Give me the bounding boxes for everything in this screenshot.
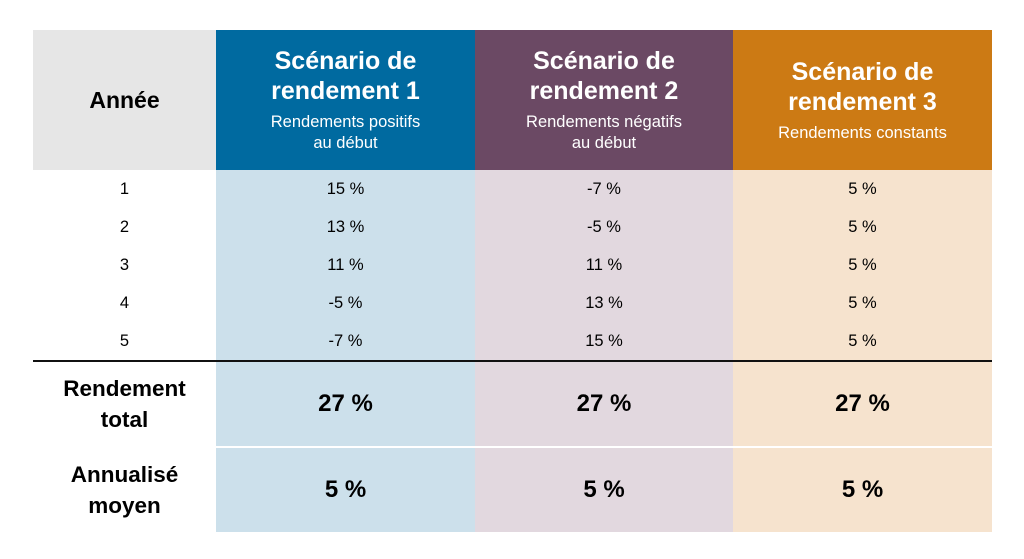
total-return-label-line-2: total [100, 407, 149, 432]
annualized-average-label-line-2: moyen [88, 493, 161, 518]
header-scenario-3: Scénario de rendement 3 Rendements const… [733, 30, 992, 170]
value-cell: 11 % [475, 246, 733, 284]
header-scenario-2-title: Scénario de rendement 2 [530, 46, 679, 106]
year-cell: 5 [119, 331, 130, 350]
total-return-label: Rendement total [33, 360, 216, 446]
header-scenario-2-title-line-2: rendement 2 [529, 77, 679, 105]
header-scenario-1-title-line-2: rendement 1 [271, 77, 420, 105]
value-cell: 15 % [475, 322, 733, 360]
annualized-average-label-line-1: Annualisé [70, 462, 179, 487]
header-scenario-1: Scénario de rendement 1 Rendements posit… [216, 30, 475, 170]
header-scenario-3-subtitle-line-1: Rendements constants [778, 123, 947, 142]
value-cell: 5 % [733, 170, 992, 208]
total-return-value: 27 % [475, 360, 733, 446]
value-cell: 5 % [733, 284, 992, 322]
total-return-value: 27 % [216, 360, 475, 446]
header-scenario-3-subtitle: Rendements constants [778, 123, 947, 144]
year-cell: 3 [119, 255, 130, 274]
header-scenario-3-title: Scénario de rendement 3 [788, 57, 937, 117]
header-scenario-1-subtitle-line-1: Rendements positifs [270, 113, 421, 131]
annualized-average-label: Annualisé moyen [33, 446, 216, 532]
annualized-average-value: 5 % [733, 446, 992, 532]
value-cell: 13 % [475, 284, 733, 322]
value-cell: 5 % [733, 208, 992, 246]
value-cell: -7 % [216, 322, 475, 360]
year-cell: 1 [119, 179, 130, 198]
total-return-value: 27 % [733, 360, 992, 446]
annualized-average-value: 5 % [216, 446, 475, 532]
value-cell: 15 % [216, 170, 475, 208]
header-scenario-2-subtitle-line-1: Rendements négatifs [526, 113, 682, 131]
value-cell: 5 % [733, 246, 992, 284]
header-scenario-1-title-line-1: Scénario de [274, 47, 417, 75]
value-cell: 13 % [216, 208, 475, 246]
header-scenario-1-subtitle: Rendements positifs au début [271, 112, 421, 154]
header-scenario-1-title: Scénario de rendement 1 [271, 46, 420, 106]
value-cell: -7 % [475, 170, 733, 208]
returns-scenario-table: Année Scénario de rendement 1 Rendements… [33, 30, 992, 532]
value-cell: 5 % [733, 322, 992, 360]
header-scenario-3-title-line-2: rendement 3 [788, 87, 937, 116]
year-cell: 4 [119, 293, 130, 312]
header-scenario-2-subtitle: Rendements négatifs au début [526, 112, 682, 154]
header-scenario-1-subtitle-line-2: au début [313, 134, 378, 152]
value-cell: -5 % [475, 208, 733, 246]
year-cell: 2 [119, 217, 130, 236]
value-cell: -5 % [216, 284, 475, 322]
header-scenario-2-title-line-1: Scénario de [533, 47, 675, 75]
header-scenario-2: Scénario de rendement 2 Rendements négat… [475, 30, 733, 170]
header-year: Année [33, 30, 216, 170]
annualized-average-value: 5 % [475, 446, 733, 532]
header-scenario-3-title-line-1: Scénario de [791, 57, 934, 86]
header-scenario-2-subtitle-line-2: au début [571, 134, 637, 152]
value-cell: 11 % [216, 246, 475, 284]
total-return-label-line-1: Rendement [63, 376, 186, 401]
